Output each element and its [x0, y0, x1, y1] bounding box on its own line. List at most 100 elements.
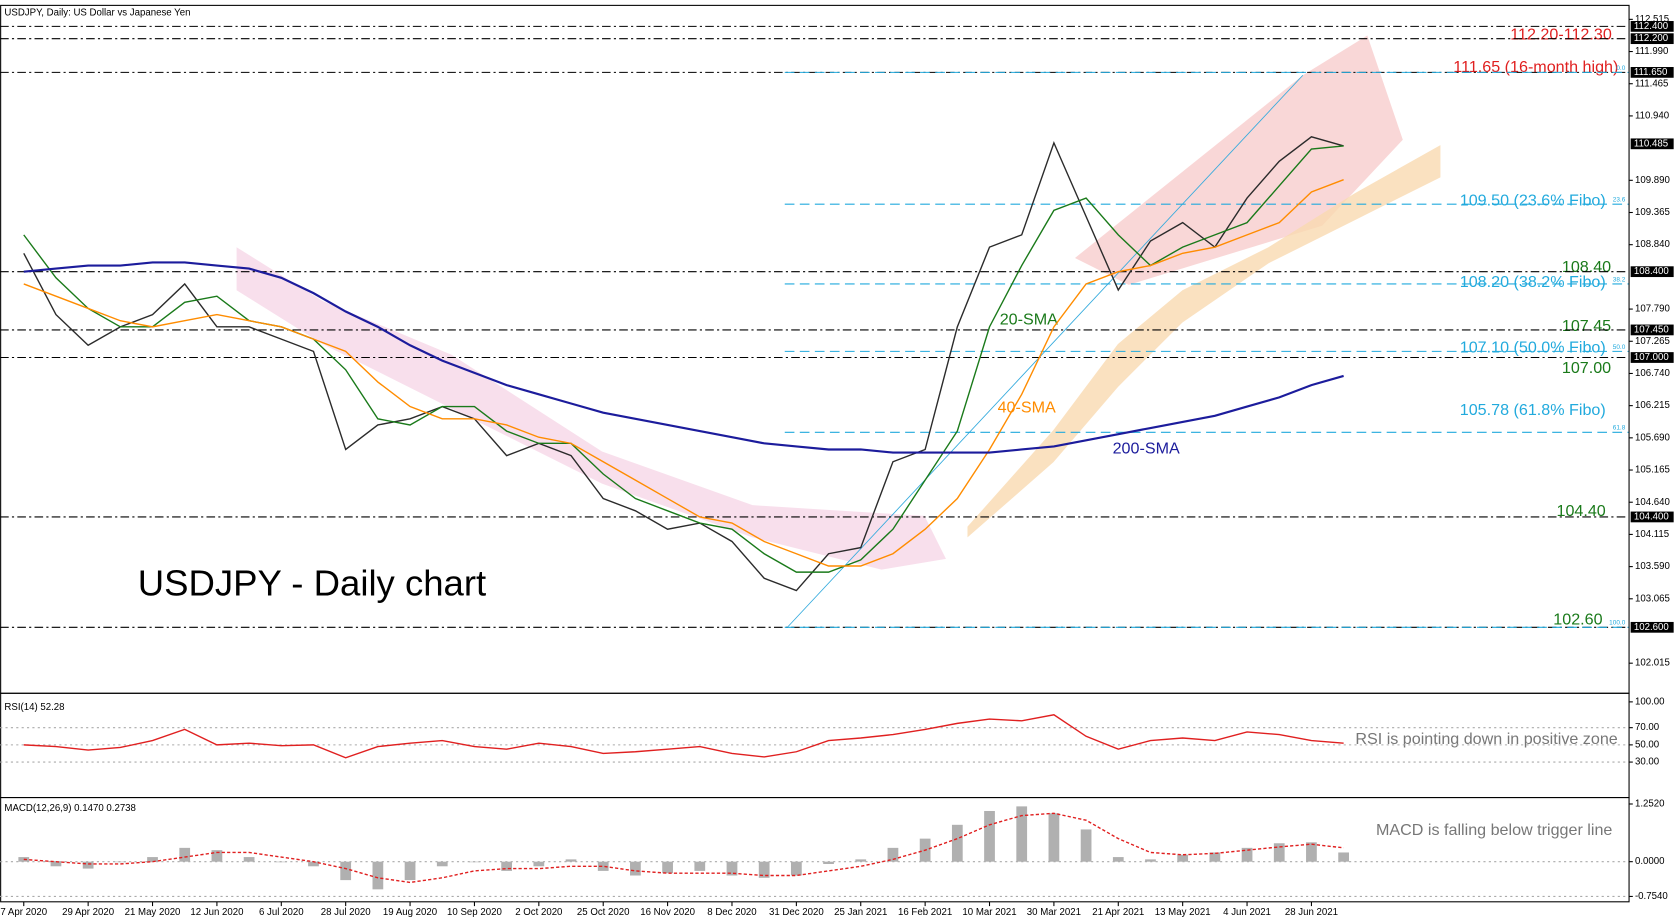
macd-bar [340, 861, 352, 881]
x-tick-label: 25 Jan 2021 [834, 907, 887, 918]
macd-title: MACD(12,26,9) 0.1470 0.2738 [4, 803, 136, 814]
macd-bar [951, 824, 963, 862]
y-tick-label: 104.115 [1635, 529, 1669, 540]
y-tick-label: 103.065 [1635, 593, 1670, 604]
price-box [1630, 621, 1674, 633]
macd-bar [308, 861, 319, 867]
y-tick-label: 1.2520 [1635, 799, 1665, 810]
macd-bar [114, 861, 126, 863]
price-box [1630, 33, 1674, 45]
macd-bar [1016, 806, 1028, 862]
rsi-title: RSI(14) 52.28 [4, 702, 64, 713]
cloud [236, 247, 946, 570]
chart-title: USDJPY, Daily: US Dollar vs Japanese Yen [4, 7, 190, 18]
x-tick-label: 12 Jun 2020 [190, 907, 243, 918]
macd-bar [1241, 847, 1253, 862]
series-label: 40-SMA [998, 399, 1056, 417]
macd-bar [887, 847, 899, 862]
x-tick-label: 16 Feb 2021 [898, 907, 952, 918]
series-line [23, 812, 1344, 884]
macd-bar [694, 861, 706, 871]
annotation: 109.50 (23.6% Fibo) [1460, 191, 1606, 209]
y-tick-label: 111.990 [1635, 46, 1668, 57]
annotation: 107.45 [1562, 317, 1611, 335]
macd-bar [243, 857, 255, 862]
annotation: 102.60 [1553, 610, 1602, 628]
x-tick-label: 28 Jul 2020 [321, 907, 371, 918]
series-label: 200-SMA [1113, 440, 1180, 458]
x-tick-label: 10 Mar 2021 [962, 907, 1016, 918]
x-tick-label: 29 Apr 2020 [62, 907, 114, 918]
y-tick-label: 109.365 [1635, 207, 1670, 218]
macd-panel [0, 797, 1630, 903]
y-tick-label: 103.590 [1635, 561, 1670, 572]
price-box [1630, 21, 1674, 32]
fibo-label: 50.0 [1613, 344, 1626, 351]
y-tick-label: 105.165 [1635, 465, 1670, 476]
series-label: 20-SMA [1000, 311, 1058, 329]
y-tick-label: 107.265 [1635, 336, 1670, 347]
fibo-label: 100.0 [1609, 620, 1626, 627]
y-tick-label: 100.00 [1635, 696, 1665, 707]
y-tick-label: 105.690 [1635, 432, 1670, 443]
macd-bar [436, 861, 448, 867]
price-label: 112.200 [1634, 33, 1668, 44]
macd-bar [790, 861, 802, 876]
price-box [1630, 352, 1674, 363]
annotation: 108.40 [1562, 258, 1611, 276]
macd-bar [662, 861, 673, 874]
x-tick-label: 21 May 2020 [125, 907, 181, 918]
x-tick-label: 16 Nov 2020 [640, 907, 695, 918]
macd-bar [404, 861, 416, 881]
x-tick-label: 25 Oct 2020 [577, 907, 630, 918]
macd-bar [18, 857, 30, 862]
y-tick-label: 30.00 [1635, 757, 1659, 768]
price-box [1630, 67, 1674, 78]
series-line [23, 714, 1344, 759]
macd-bar [1306, 842, 1317, 862]
price-label: 107.000 [1634, 352, 1669, 363]
y-tick-label: 102.015 [1635, 658, 1670, 669]
macd-bar [630, 861, 641, 876]
price-line [23, 136, 1344, 592]
macd-bar [275, 861, 287, 863]
macd-bar [1209, 852, 1221, 862]
series-line [23, 179, 1344, 567]
y-tick-label: 110.940 [1635, 110, 1669, 121]
x-tick-label: 13 May 2021 [1155, 907, 1211, 918]
y-tick-label: 104.640 [1635, 497, 1670, 508]
macd-bar [855, 859, 867, 862]
macd-bar [1048, 813, 1060, 862]
x-tick-label: 19 Aug 2020 [383, 907, 437, 918]
annotation: 105.78 (61.8% Fibo) [1460, 401, 1606, 419]
annotation: RSI is pointing down in positive zone [1355, 730, 1617, 748]
y-tick-label: 106.215 [1635, 400, 1670, 411]
macd-bar [1177, 854, 1189, 862]
macd-bar [1338, 852, 1350, 862]
price-label: 110.485 [1634, 138, 1668, 149]
macd-bar [82, 861, 94, 869]
x-tick-label: 4 Jun 2021 [1223, 907, 1271, 918]
price-box [1630, 266, 1674, 278]
macd-bar [211, 850, 223, 862]
x-tick-label: 7 Apr 2020 [0, 907, 47, 918]
y-tick-label: 107.790 [1635, 304, 1670, 315]
macd-bar [501, 861, 513, 871]
annotation: 107.10 (50.0% Fibo) [1460, 339, 1606, 357]
price-box [1630, 511, 1674, 523]
macd-bar [758, 861, 770, 878]
cloud [967, 145, 1441, 538]
macd-bar [565, 859, 577, 862]
fibo-label: 61.8 [1613, 425, 1626, 432]
x-tick-label: 28 Jun 2021 [1285, 907, 1338, 918]
y-tick-label: 50.00 [1635, 739, 1659, 750]
fibo-label: 23.6 [1613, 197, 1626, 204]
macd-bar [597, 861, 609, 871]
macd-bar [469, 861, 480, 863]
fibo-label: 38.2 [1613, 276, 1626, 283]
y-tick-label: 108.840 [1635, 239, 1670, 250]
price-label: 107.450 [1634, 324, 1669, 335]
x-tick-label: 2 Oct 2020 [515, 907, 562, 918]
